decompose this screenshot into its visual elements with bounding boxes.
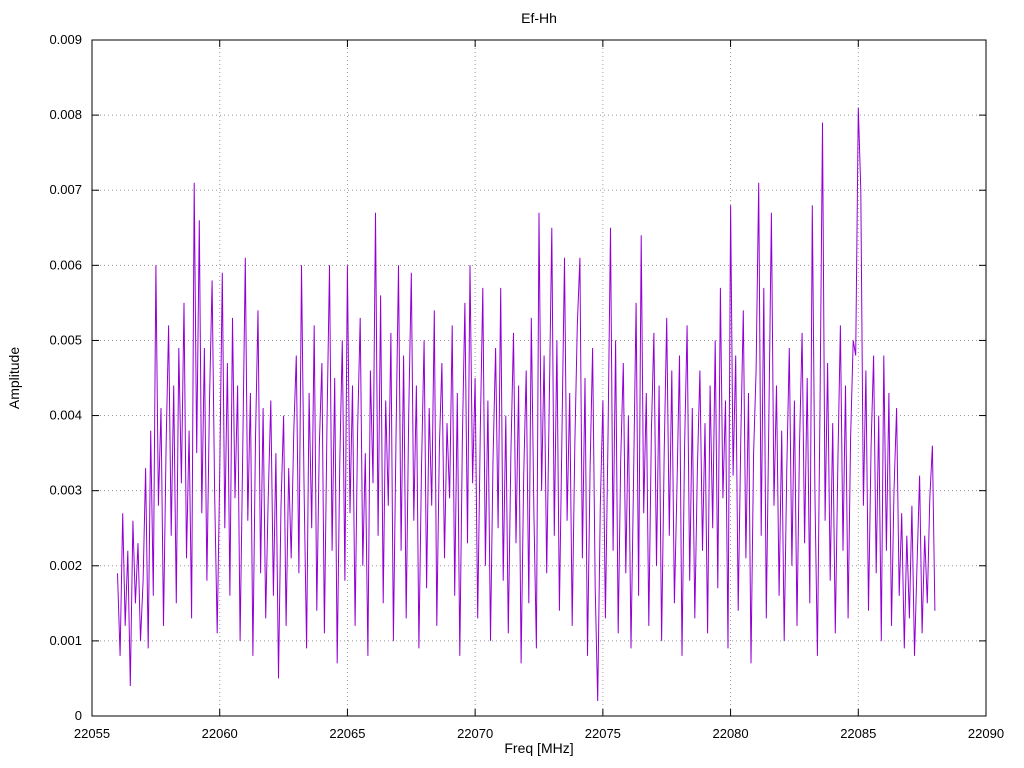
svg-text:22060: 22060 bbox=[202, 726, 238, 741]
svg-text:22055: 22055 bbox=[74, 726, 110, 741]
svg-text:0.007: 0.007 bbox=[49, 182, 82, 197]
svg-text:22075: 22075 bbox=[585, 726, 621, 741]
chart-title: Ef-Hh bbox=[521, 10, 557, 26]
svg-text:22070: 22070 bbox=[457, 726, 493, 741]
svg-text:0.001: 0.001 bbox=[49, 633, 82, 648]
svg-text:0: 0 bbox=[75, 708, 82, 723]
svg-text:0.009: 0.009 bbox=[49, 32, 82, 47]
svg-text:22085: 22085 bbox=[840, 726, 876, 741]
svg-text:0.005: 0.005 bbox=[49, 332, 82, 347]
svg-text:0.006: 0.006 bbox=[49, 257, 82, 272]
svg-text:0.003: 0.003 bbox=[49, 483, 82, 498]
x-axis-label: Freq [MHz] bbox=[504, 740, 574, 756]
svg-text:22090: 22090 bbox=[968, 726, 1004, 741]
svg-text:0.008: 0.008 bbox=[49, 107, 82, 122]
svg-text:22065: 22065 bbox=[329, 726, 365, 741]
svg-text:0.002: 0.002 bbox=[49, 558, 82, 573]
svg-text:0.004: 0.004 bbox=[49, 408, 82, 423]
svg-text:22080: 22080 bbox=[712, 726, 748, 741]
